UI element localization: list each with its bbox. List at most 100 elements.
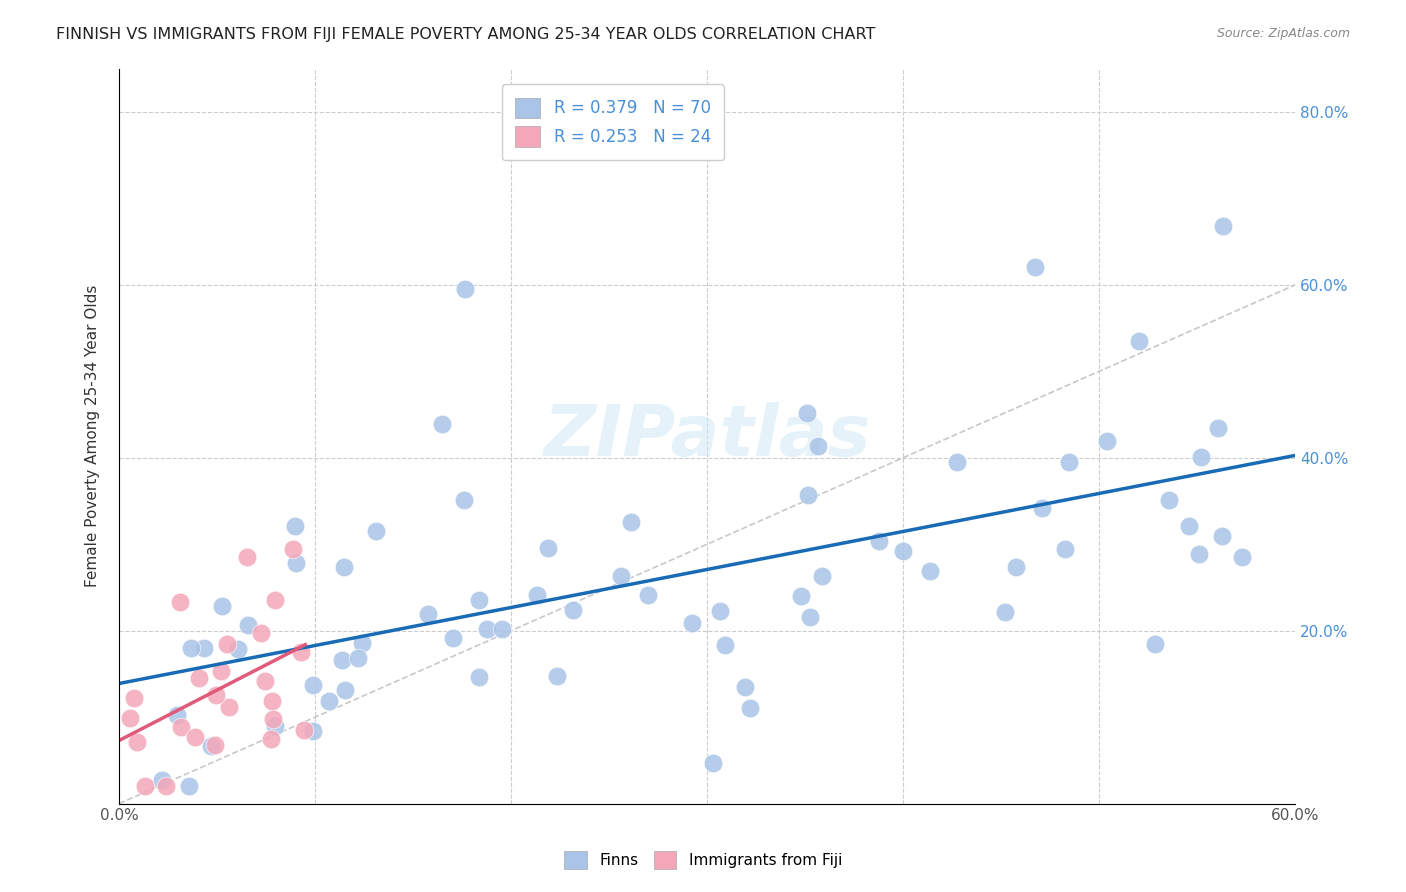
Point — [811, 569, 834, 583]
Y-axis label: Female Poverty Among 25-34 Year Olds: Female Poverty Among 25-34 Year Olds — [86, 285, 100, 587]
Point — [796, 406, 818, 420]
Point — [807, 439, 830, 453]
Point — [1230, 550, 1253, 565]
Point — [468, 670, 491, 684]
Point — [1095, 434, 1118, 449]
Point — [264, 719, 287, 733]
Point — [211, 599, 233, 613]
Point — [1053, 542, 1076, 557]
Point — [218, 699, 240, 714]
Point — [170, 720, 193, 734]
Point — [155, 780, 177, 794]
Point — [262, 712, 284, 726]
Point — [1024, 260, 1046, 275]
Point — [1177, 519, 1199, 533]
Point — [799, 609, 821, 624]
Point — [537, 541, 560, 556]
Point — [1143, 637, 1166, 651]
Point — [945, 455, 967, 469]
Point — [454, 282, 477, 296]
Point — [702, 756, 724, 771]
Point — [610, 568, 633, 582]
Point — [169, 595, 191, 609]
Point — [1189, 450, 1212, 464]
Point — [187, 671, 209, 685]
Point — [292, 723, 315, 737]
Point — [734, 681, 756, 695]
Point — [619, 515, 641, 529]
Point — [209, 664, 232, 678]
Point — [637, 588, 659, 602]
Point — [526, 588, 548, 602]
Point — [681, 616, 703, 631]
Point — [184, 730, 207, 744]
Point — [281, 542, 304, 557]
Point — [430, 417, 453, 431]
Point — [1188, 547, 1211, 561]
Point — [285, 556, 308, 570]
Point — [263, 593, 285, 607]
Point — [332, 559, 354, 574]
Point — [467, 592, 489, 607]
Point — [1206, 421, 1229, 435]
Point — [453, 493, 475, 508]
Point — [134, 780, 156, 794]
Point — [215, 637, 238, 651]
Point — [1057, 455, 1080, 469]
Legend: R = 0.379   N = 70, R = 0.253   N = 24: R = 0.379 N = 70, R = 0.253 N = 24 — [502, 84, 724, 160]
Point — [236, 618, 259, 632]
Point — [891, 544, 914, 558]
Point — [124, 691, 146, 706]
Point — [1157, 493, 1180, 508]
Point — [335, 682, 357, 697]
Point — [290, 645, 312, 659]
Point — [346, 650, 368, 665]
Point — [416, 607, 439, 621]
Point — [283, 519, 305, 533]
Point — [179, 780, 201, 794]
Point — [868, 534, 890, 549]
Point — [302, 678, 325, 692]
Point — [546, 669, 568, 683]
Point — [193, 641, 215, 656]
Point — [226, 642, 249, 657]
Point — [475, 622, 498, 636]
Point — [1005, 559, 1028, 574]
Point — [205, 688, 228, 702]
Point — [236, 550, 259, 565]
Point — [1128, 334, 1150, 348]
Point — [253, 673, 276, 688]
Point — [709, 604, 731, 618]
Point — [249, 626, 271, 640]
Point — [180, 641, 202, 656]
Text: Source: ZipAtlas.com: Source: ZipAtlas.com — [1216, 27, 1350, 40]
Point — [330, 653, 353, 667]
Point — [738, 701, 761, 715]
Text: ZIPatlas: ZIPatlas — [544, 401, 870, 471]
Point — [364, 524, 387, 538]
Point — [302, 724, 325, 739]
Legend: Finns, Immigrants from Fiji: Finns, Immigrants from Fiji — [558, 845, 848, 875]
Point — [1212, 219, 1234, 233]
Point — [150, 772, 173, 787]
Point — [1031, 501, 1053, 516]
Point — [350, 635, 373, 649]
Point — [796, 488, 818, 502]
Point — [318, 694, 340, 708]
Point — [127, 734, 149, 748]
Text: FINNISH VS IMMIGRANTS FROM FIJI FEMALE POVERTY AMONG 25-34 YEAR OLDS CORRELATION: FINNISH VS IMMIGRANTS FROM FIJI FEMALE P… — [56, 27, 876, 42]
Point — [200, 739, 222, 753]
Point — [441, 632, 464, 646]
Point — [260, 731, 283, 746]
Point — [918, 564, 941, 578]
Point — [262, 694, 284, 708]
Point — [166, 708, 188, 723]
Point — [790, 589, 813, 603]
Point — [1211, 529, 1233, 543]
Point — [714, 639, 737, 653]
Point — [994, 605, 1017, 619]
Point — [204, 738, 226, 752]
Point — [120, 711, 142, 725]
Point — [562, 603, 585, 617]
Point — [491, 622, 513, 636]
